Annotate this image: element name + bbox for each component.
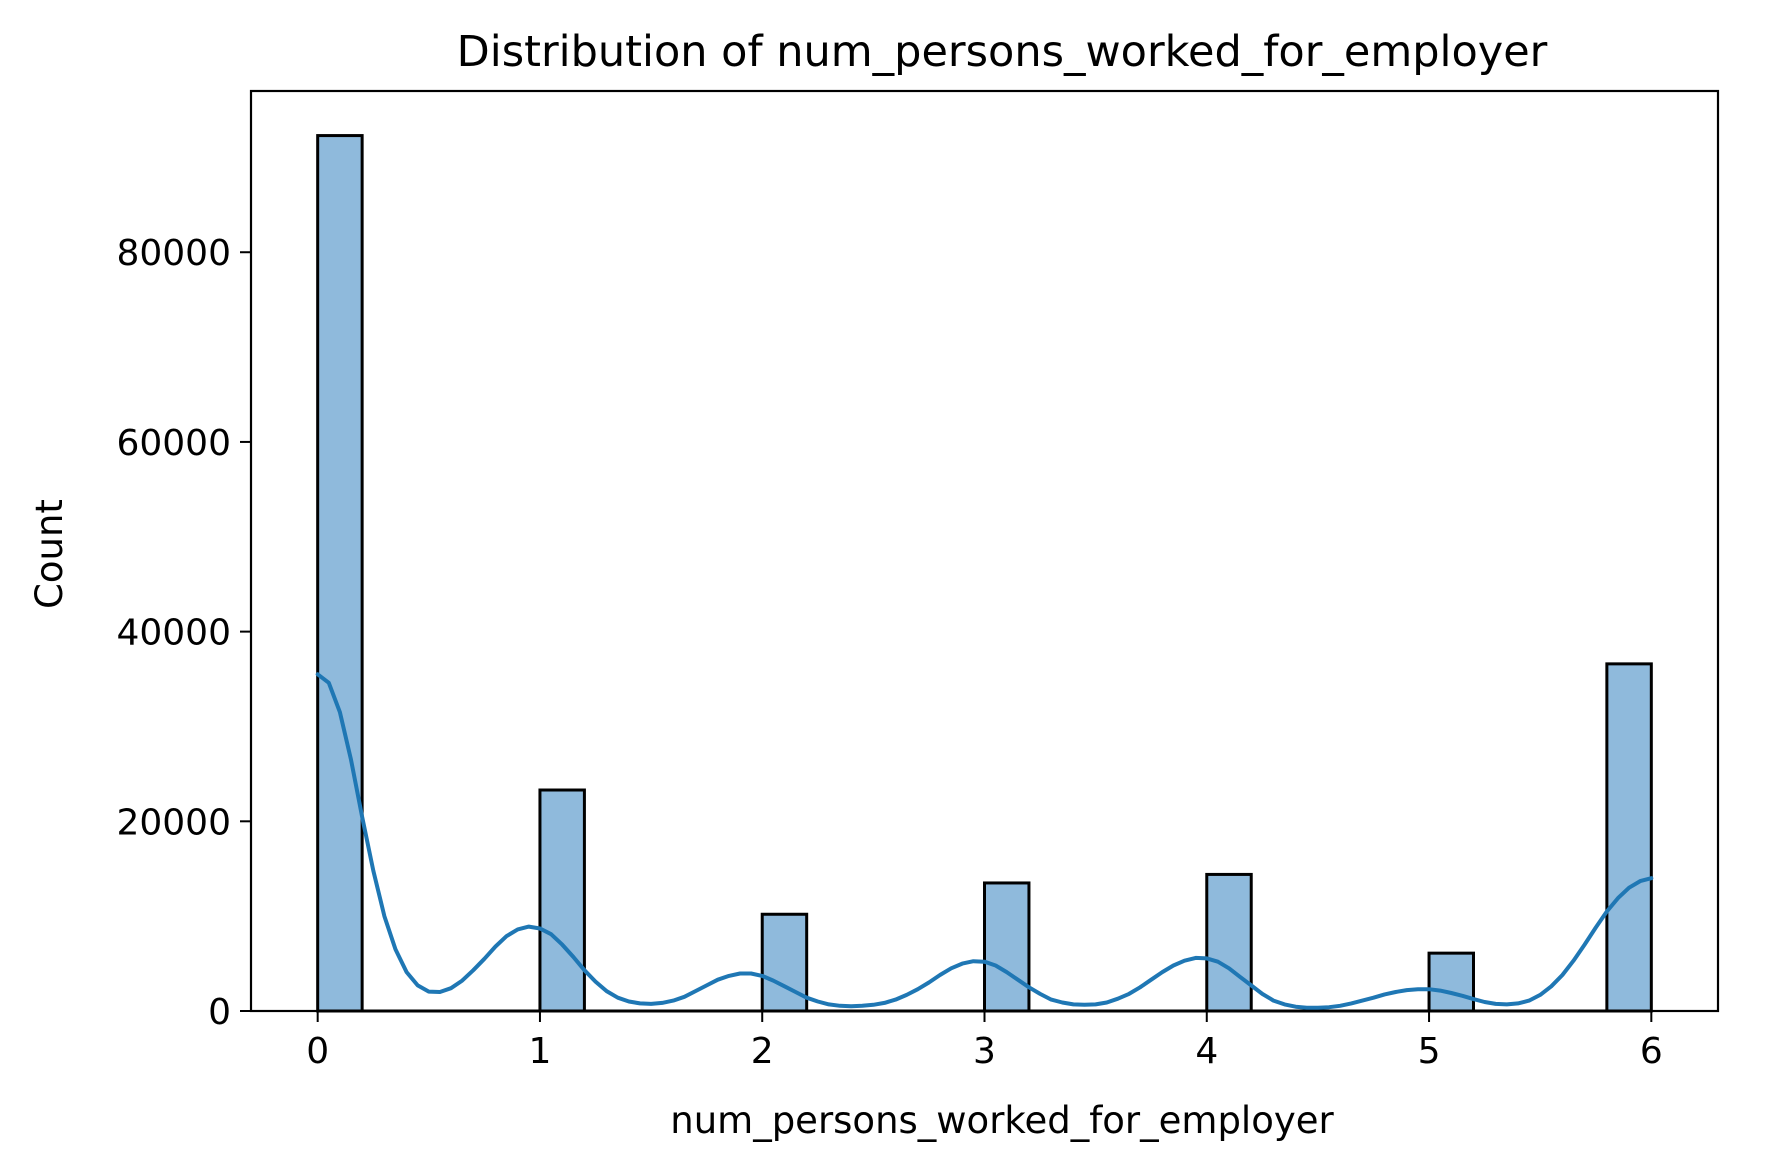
kde-layer [315,672,1654,1010]
histogram-bar-4 [1205,872,1253,1013]
chart-title: Distribution of num_persons_worked_for_e… [457,27,1548,77]
axes-layer: 0 1 2 3 4 5 6 0 20000 40000 60000 80000 [116,89,1720,1072]
x-tick-label-4: 4 [1195,1031,1218,1072]
x-tick-label-3: 3 [973,1031,996,1072]
y-tick-label-1: 20000 [116,802,231,843]
x-tick-label-1: 1 [529,1031,552,1072]
bars-layer [316,134,1653,1013]
histogram-bar-0 [316,134,364,1013]
y-axis-label: Count [28,499,71,609]
x-tick-label-2: 2 [751,1031,774,1072]
histogram-bar-1 [538,788,586,1013]
x-tick-label-5: 5 [1418,1031,1441,1072]
x-tick-label-0: 0 [306,1031,329,1072]
y-tick-label-4: 80000 [116,233,231,274]
x-axis-label: num_persons_worked_for_employer [670,1099,1334,1142]
kde-curve [315,672,1654,1010]
histogram-bar-5 [1427,951,1475,1013]
histogram-bar-3 [983,881,1031,1013]
y-tick-label-0: 0 [208,992,231,1033]
y-tick-label-3: 60000 [116,423,231,464]
plot-frame [249,89,1720,1013]
y-tick-label-2: 40000 [116,613,231,654]
x-tick-label-6: 6 [1640,1031,1663,1072]
histogram-bar-6 [1605,662,1653,1013]
